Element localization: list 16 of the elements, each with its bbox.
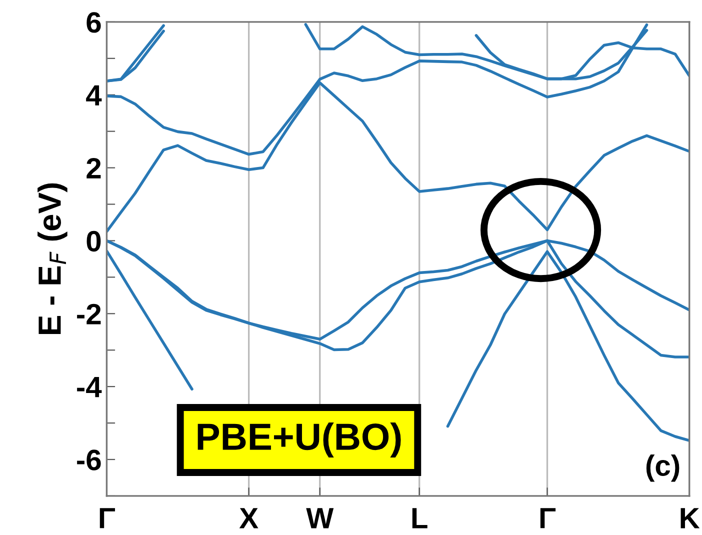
x-tick-label: L	[412, 508, 428, 528]
annotation: (c)	[646, 454, 680, 482]
y-tick-label: -2	[77, 304, 101, 324]
x-tick-label: Γ	[540, 508, 556, 528]
y-axis-title: E - E$_{F}$ (eV)	[38, 183, 68, 334]
y-tick-label: 6	[86, 12, 101, 33]
y-tick-label: -4	[77, 377, 102, 398]
x-tick-label: Γ	[100, 508, 115, 528]
annotation: PBE+U(BO)	[198, 422, 401, 458]
y-tick-label: 4	[86, 85, 102, 106]
y-tick-label: 0	[86, 230, 101, 252]
x-tick-label: W	[306, 508, 334, 528]
x-tick-label: X	[239, 508, 258, 528]
y-tick-label: -6	[77, 450, 101, 470]
y-tick-label: 2	[86, 158, 101, 178]
x-tick-label: K	[680, 508, 700, 528]
